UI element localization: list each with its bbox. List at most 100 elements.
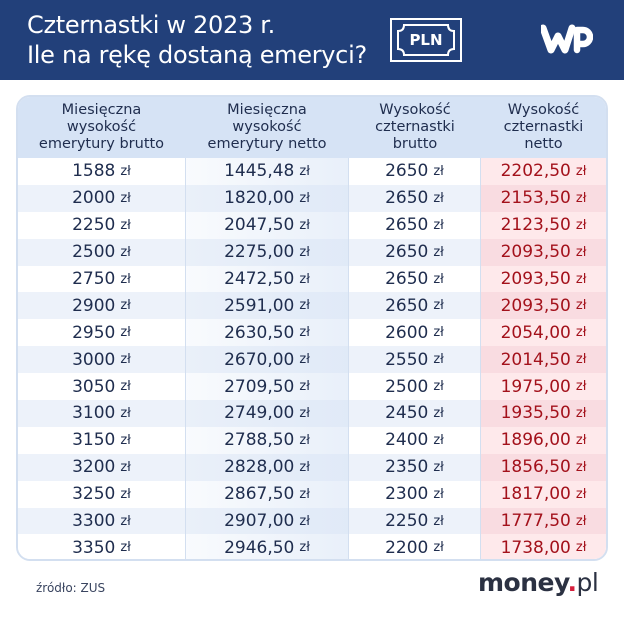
cell-bonus-net: 2202,50 zł [481, 158, 606, 185]
table-row: 2750 zł 2472,50 zł 2650 zł 2093,50 zł [18, 265, 606, 293]
cell-value: 3050 [72, 376, 116, 397]
cell-bonus-net: 1896,00 zł [481, 426, 606, 454]
cell-bonus-gross: 2650 zł [349, 158, 481, 185]
cell-value: 2950 [72, 322, 116, 343]
cell-value: 3100 [72, 403, 116, 424]
table-row: 2500 zł 2275,00 zł 2650 zł 2093,50 zł [18, 238, 606, 266]
cell-pension-net: 2670,00 zł [185, 346, 349, 374]
cell-value: 3350 [72, 537, 116, 558]
cell-pension-net: 2630,50 zł [185, 319, 349, 347]
currency-label: zł [299, 325, 310, 341]
cell-value: 2600 [385, 322, 429, 343]
currency-label: zł [299, 352, 310, 368]
pln-label: PLN [409, 31, 443, 49]
cell-pension-gross: 3050 zł [18, 373, 185, 400]
currency-label: zł [120, 244, 131, 260]
currency-label: zł [120, 405, 131, 421]
table-row: 3150 zł 2788,50 zł 2400 zł 1896,00 zł [18, 426, 606, 454]
currency-label: zł [433, 513, 444, 529]
column-header-bonus-gross: Wysokość czternastki brutto [375, 102, 455, 152]
cell-value: 3150 [72, 430, 116, 451]
cell-value: 1856,50 [500, 457, 571, 478]
cell-value: 2000 [72, 188, 116, 209]
cell-value: 2202,50 [500, 161, 571, 182]
cell-pension-gross: 2000 zł [18, 185, 185, 212]
table-row: 3300 zł 2907,00 zł 2250 zł 1777,50 zł [18, 507, 606, 535]
cell-value: 1588 [72, 161, 116, 182]
cell-bonus-net: 2093,50 zł [481, 265, 606, 293]
column-header-pension-gross: Miesięczna wysokość emerytury brutto [38, 102, 165, 152]
currency-label: zł [120, 325, 131, 341]
cell-pension-net: 2275,00 zł [185, 238, 349, 266]
cell-value: 2200 [385, 537, 429, 558]
cell-pension-net: 2867,50 zł [185, 480, 349, 508]
currency-label: zł [433, 432, 444, 448]
cell-value: 2650 [385, 215, 429, 236]
table-row: 3050 zł 2709,50 zł 2500 zł 1975,00 zł [18, 373, 606, 401]
currency-label: zł [433, 405, 444, 421]
cell-bonus-gross: 2250 zł [349, 507, 481, 535]
cell-value: 2400 [385, 430, 429, 451]
currency-label: zł [120, 217, 131, 233]
cell-value: 1896,00 [500, 430, 571, 451]
cell-value: 3300 [72, 511, 116, 532]
currency-label: zł [120, 432, 131, 448]
cell-pension-net: 2047,50 zł [185, 211, 349, 239]
currency-label: zł [120, 540, 131, 556]
cell-bonus-gross: 2600 zł [349, 319, 481, 347]
currency-label: zł [120, 298, 131, 314]
table-row: 1588 zł 1445,48 zł 2650 zł 2202,50 zł [18, 158, 606, 185]
cell-bonus-net: 2153,50 zł [481, 184, 606, 212]
currency-label: zł [299, 486, 310, 502]
currency-label: zł [575, 325, 587, 341]
column-header-bonus-net: Wysokość czternastki netto [503, 102, 584, 152]
currency-label: zł [575, 352, 587, 368]
currency-label: zł [575, 432, 587, 448]
currency-label: zł [120, 459, 131, 475]
pension-table: Miesięczna wysokość emerytury brutto Mie… [16, 95, 608, 561]
table-row: 3000 zł 2670,00 zł 2550 zł 2014,50 zł [18, 346, 606, 374]
currency-label: zł [433, 325, 444, 341]
cell-pension-net: 2788,50 zł [185, 426, 349, 454]
cell-value: 2350 [385, 457, 429, 478]
cell-bonus-net: 2123,50 zł [481, 211, 606, 239]
currency-label: zł [575, 217, 587, 233]
currency-label: zł [299, 190, 310, 206]
cell-bonus-gross: 2300 zł [349, 480, 481, 508]
currency-label: zł [575, 298, 587, 314]
currency-label: zł [433, 190, 444, 206]
title-line-1: Czternastki w 2023 r. [27, 11, 275, 39]
currency-label: zł [120, 486, 131, 502]
table-row: 3250 zł 2867,50 zł 2300 zł 1817,00 zł [18, 480, 606, 508]
cell-value: 2650 [385, 242, 429, 263]
cell-value: 1445,48 [224, 161, 295, 182]
currency-label: zł [299, 379, 310, 395]
currency-label: zł [299, 513, 310, 529]
table-row: 2950 zł 2630,50 zł 2600 zł 2054,00 zł [18, 319, 606, 347]
cell-value: 2500 [72, 242, 116, 263]
table-row: 2250 zł 2047,50 zł 2650 zł 2123,50 zł [18, 211, 606, 239]
cell-pension-net: 2472,50 zł [185, 265, 349, 293]
title-line-2: Ile na rękę dostaną emeryci? [27, 41, 367, 69]
cell-value: 2867,50 [224, 484, 295, 505]
currency-label: zł [299, 163, 310, 179]
cell-pension-gross: 2250 zł [18, 212, 185, 239]
cell-pension-net: 2749,00 zł [185, 400, 349, 427]
currency-label: zł [120, 352, 131, 368]
cell-bonus-net: 1935,50 zł [481, 400, 606, 427]
source-note: źródło: ZUS [36, 581, 106, 595]
cell-pension-net: 2907,00 zł [185, 507, 349, 535]
cell-value: 2093,50 [500, 242, 571, 263]
cell-bonus-net: 2093,50 zł [481, 238, 606, 266]
currency-label: zł [433, 163, 444, 179]
table-row: 3350 zł 2946,50 zł 2200 zł 1738,00 zł [18, 534, 606, 559]
cell-bonus-gross: 2650 zł [349, 211, 481, 239]
currency-label: zł [120, 190, 131, 206]
currency-label: zł [299, 432, 310, 448]
cell-bonus-gross: 2200 zł [349, 534, 481, 559]
cell-bonus-gross: 2500 zł [349, 373, 481, 401]
cell-bonus-gross: 2650 zł [349, 265, 481, 293]
table-row: 2000 zł 1820,00 zł 2650 zł 2153,50 zł [18, 184, 606, 212]
cell-pension-gross: 2950 zł [18, 319, 185, 346]
currency-label: zł [120, 379, 131, 395]
